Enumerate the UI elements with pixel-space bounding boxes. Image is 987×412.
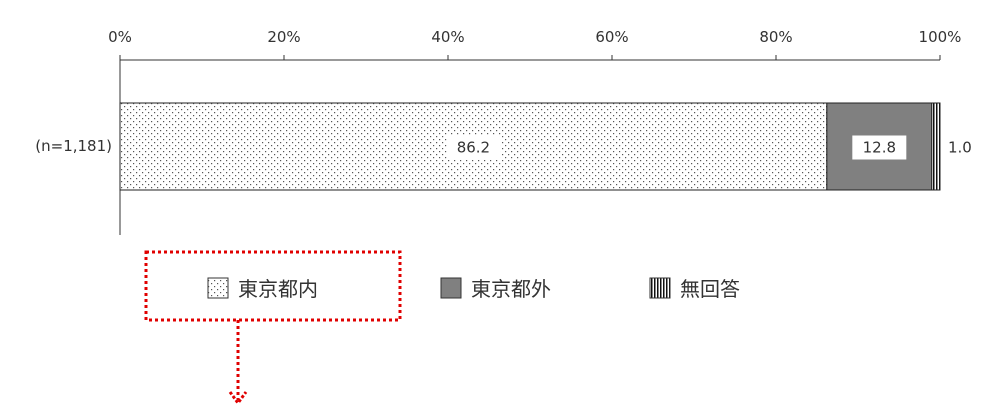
highlight-arrow-head xyxy=(228,391,248,406)
data-label-bg xyxy=(852,135,907,160)
data-label-no-answer: 1.0 xyxy=(948,139,972,157)
data-label-tokyo-inside: 86.2 xyxy=(457,139,490,157)
x-tick-label: 0% xyxy=(108,28,132,46)
legend-swatch-tokyo-inside xyxy=(207,277,229,299)
x-tick-label: 100% xyxy=(919,28,962,46)
x-tick-label: 40% xyxy=(431,28,464,46)
highlight-box xyxy=(144,250,402,322)
legend-label-tokyo-inside: 東京都内 xyxy=(238,277,318,301)
legend-swatch-tokyo-outside xyxy=(440,277,462,299)
x-tick-label: 60% xyxy=(595,28,628,46)
legend-label-no-answer: 無回答 xyxy=(680,277,740,301)
legend-label-tokyo-outside: 東京都外 xyxy=(471,277,551,301)
data-label-bg xyxy=(446,135,501,160)
legend-swatch-no-answer xyxy=(649,277,671,299)
data-label-tokyo-outside: 12.8 xyxy=(863,139,896,157)
x-tick-label: 80% xyxy=(759,28,792,46)
x-tick-label: 20% xyxy=(267,28,300,46)
category-label: (n=1,181) xyxy=(35,137,112,155)
bar-segment-no-answer xyxy=(931,102,941,191)
